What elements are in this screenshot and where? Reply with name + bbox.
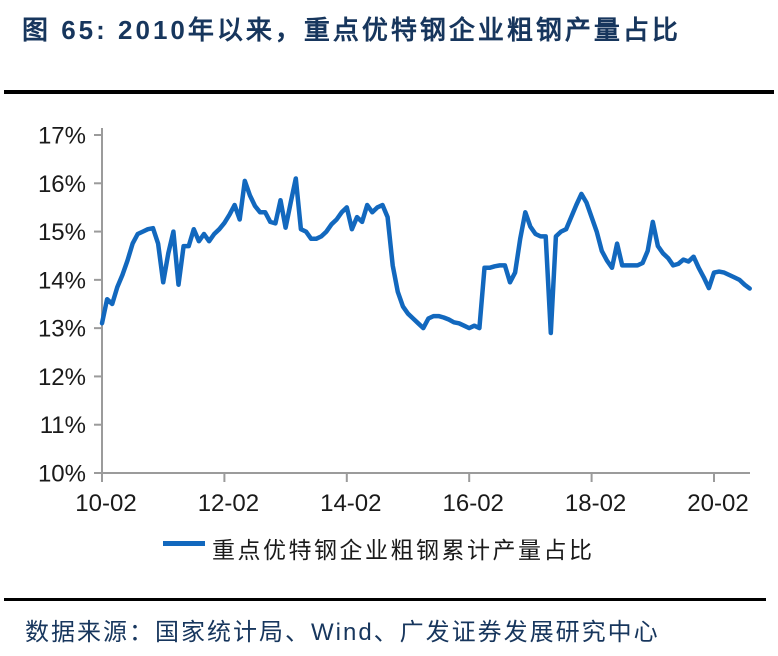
x-axis-tick-label: 12-02 (198, 490, 259, 517)
y-axis-tick-label: 17% (38, 123, 86, 150)
x-axis-tick-label: 10-02 (75, 490, 136, 517)
x-axis-tick-label: 18-02 (565, 490, 626, 517)
legend-series-label: 重点优特钢企业粗钢累计产量占比 (212, 537, 595, 563)
chart-legend: 重点优特钢企业粗钢累计产量占比 (163, 531, 595, 565)
x-axis-tick-label: 16-02 (443, 490, 504, 517)
series-line (99, 176, 752, 336)
y-axis-tick-label: 15% (38, 219, 86, 246)
y-axis-tick-label: 12% (38, 364, 86, 391)
bottom-divider (4, 598, 766, 601)
x-axis-tick-label: 14-02 (320, 490, 381, 517)
top-divider (4, 90, 774, 94)
y-axis-tick-label: 14% (38, 267, 86, 294)
y-axis-tick-label: 13% (38, 316, 86, 343)
figure-title: 图 65: 2010年以来，重点优特钢企业粗钢产量占比 (22, 15, 681, 45)
x-axis-tick-label: 20-02 (687, 490, 748, 517)
y-axis-tick-label: 16% (38, 171, 86, 198)
data-source-note: 数据来源：国家统计局、Wind、广发证券发展研究中心 (25, 619, 660, 646)
legend-line-marker (163, 541, 205, 546)
y-axis-tick-label: 10% (38, 461, 86, 488)
y-axis-tick-label: 11% (40, 412, 86, 439)
